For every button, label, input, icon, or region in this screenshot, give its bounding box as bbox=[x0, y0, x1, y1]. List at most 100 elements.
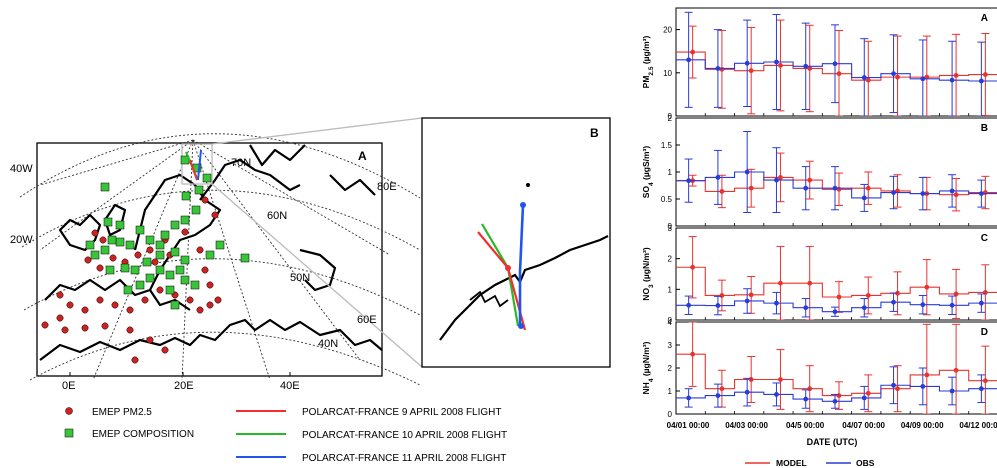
x-tick-label: 04/01 00:00 bbox=[667, 421, 710, 430]
lon-label-60e: 60E bbox=[357, 314, 377, 326]
pm25-station-marker bbox=[196, 246, 204, 254]
pm25-station-marker bbox=[186, 296, 194, 304]
data-point-obs bbox=[891, 299, 896, 305]
pm25-station-marker bbox=[109, 254, 117, 262]
y-axis-label-units: (µgN/m³) bbox=[641, 341, 651, 378]
data-point-obs bbox=[832, 61, 838, 67]
data-point-obs bbox=[861, 195, 867, 201]
data-point-model bbox=[748, 377, 754, 382]
pm25-station-marker bbox=[211, 211, 219, 219]
lat-label-50n: 50N bbox=[290, 272, 310, 284]
data-point-obs bbox=[744, 169, 750, 175]
flight-9-turn-marker bbox=[505, 265, 511, 271]
pm25-station-marker bbox=[96, 296, 104, 304]
composition-station-marker bbox=[240, 253, 250, 263]
x-tick-label: 04/09 00:00 bbox=[901, 421, 944, 430]
composition-station-marker bbox=[100, 182, 110, 192]
data-point-obs bbox=[744, 389, 750, 395]
composition-station-marker bbox=[190, 280, 200, 290]
panel-plot-area bbox=[676, 322, 997, 414]
pm25-station-marker bbox=[99, 236, 107, 244]
data-point-model bbox=[807, 386, 813, 392]
x-tick-label: 04/03 00:00 bbox=[725, 421, 768, 430]
legend-obs-label: OBS bbox=[856, 458, 875, 468]
y-tick-label: 20 bbox=[663, 26, 672, 35]
tick-40e: 40E bbox=[280, 380, 300, 392]
composition-station-marker bbox=[170, 247, 180, 257]
data-point-obs bbox=[861, 75, 867, 80]
y-axis-label-subscript: 2.5 bbox=[648, 66, 655, 75]
data-point-obs bbox=[978, 78, 984, 84]
y-axis-label-species: NH bbox=[641, 382, 651, 394]
tick-20e: 20E bbox=[174, 380, 194, 392]
composition-station-marker bbox=[181, 191, 191, 201]
data-point-obs bbox=[803, 185, 809, 191]
pm25-station-marker bbox=[201, 196, 209, 204]
legend-flight-11: POLARCAT-FRANCE 11 APRIL 2008 FLIGHT bbox=[302, 453, 506, 464]
pm25-station-marker bbox=[161, 346, 169, 354]
lat-label-60n: 60N bbox=[267, 210, 287, 222]
timeseries-legend: MODEL OBS bbox=[745, 458, 875, 468]
map-b-islands bbox=[469, 290, 509, 308]
composition-station-marker bbox=[120, 263, 130, 273]
data-point-model bbox=[778, 63, 783, 68]
y-axis-label-units: (µg/m³) bbox=[641, 36, 651, 67]
pm25-station-marker bbox=[134, 251, 142, 259]
inset-connector-top bbox=[211, 117, 423, 145]
timeseries-panel-b: 0 0.5 1 1.5 2 B SO4 (µgS/m³) bbox=[641, 114, 997, 231]
data-point-obs bbox=[949, 302, 955, 308]
composition-station-marker bbox=[160, 230, 170, 240]
data-point-obs bbox=[920, 76, 926, 82]
panel-letter-label: C bbox=[981, 233, 988, 244]
lon-label-80e: 80E bbox=[377, 181, 397, 193]
pm25-station-marker bbox=[81, 306, 89, 314]
data-point-obs bbox=[686, 57, 692, 63]
pm25-station-marker bbox=[56, 291, 64, 299]
data-point-obs bbox=[920, 384, 926, 389]
data-point-obs bbox=[978, 191, 984, 197]
x-tick-label: 04/5 00:00 bbox=[786, 421, 825, 430]
pm25-station-marker bbox=[201, 266, 209, 274]
data-point-model bbox=[778, 175, 783, 180]
data-point-obs bbox=[978, 386, 984, 392]
pm25-station-marker bbox=[151, 258, 159, 266]
panel-letter-label: B bbox=[981, 123, 988, 134]
data-point-obs bbox=[832, 398, 838, 404]
composition-station-marker bbox=[130, 265, 140, 275]
data-point-obs bbox=[920, 302, 926, 308]
lat-label-40n: 40N bbox=[318, 338, 338, 350]
y-tick-label: 0 bbox=[668, 112, 673, 121]
x-tick-label: 04/07 00:00 bbox=[842, 421, 885, 430]
lon-label-40w: 40W bbox=[10, 163, 33, 175]
legend-model-label: MODEL bbox=[776, 458, 807, 468]
y-tick-label: 0.5 bbox=[661, 195, 673, 204]
legend-flight-10: POLARCAT-FRANCE 10 APRIL 2008 FLIGHT bbox=[302, 430, 507, 441]
data-point-model bbox=[748, 68, 754, 74]
panel-frame bbox=[675, 227, 997, 321]
composition-station-marker bbox=[107, 235, 117, 245]
x-axis-tick-labels: 04/01 00:00 04/03 00:00 04/5 00:00 04/07 00… bbox=[667, 421, 997, 430]
composition-station-marker bbox=[155, 240, 165, 250]
y-tick-label: 1 bbox=[668, 387, 673, 396]
data-point-obs bbox=[832, 309, 838, 315]
composition-station-marker bbox=[135, 280, 145, 290]
y-tick-label: 1.5 bbox=[661, 141, 673, 150]
composition-station-marker bbox=[105, 265, 115, 275]
data-point-obs bbox=[744, 60, 750, 66]
data-point-model bbox=[690, 351, 696, 357]
data-point-obs bbox=[744, 298, 750, 304]
lat-label-70n: 70N bbox=[231, 157, 251, 169]
panel-b-label: B bbox=[590, 126, 599, 140]
timeseries-panel-a: 0 10 20 A PM2.5 (µg/m³) bbox=[641, 7, 997, 121]
red-circle-marker-icon bbox=[65, 407, 73, 415]
x-tick-label: 04/12 00:00 bbox=[959, 421, 997, 430]
y-axis-label-subscript: 4 bbox=[648, 378, 655, 382]
pm25-station-marker bbox=[206, 301, 214, 309]
composition-station-marker bbox=[123, 285, 133, 295]
y-axis-label-subscript: 3 bbox=[648, 284, 655, 288]
composition-station-marker bbox=[215, 240, 225, 250]
composition-station-marker bbox=[90, 250, 100, 260]
data-point-model bbox=[690, 264, 696, 270]
